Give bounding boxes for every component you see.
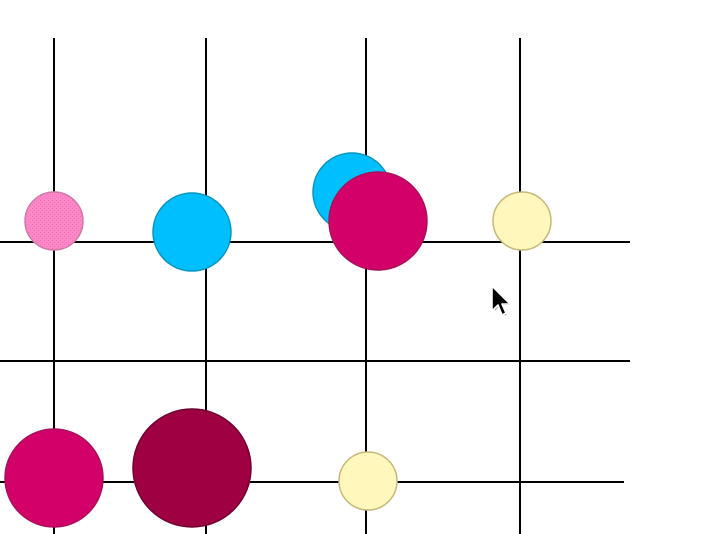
- piece-crimson-xlarge[interactable]: [132, 408, 252, 528]
- piece-magenta-large[interactable]: [328, 171, 428, 271]
- grid-lines: [0, 38, 630, 534]
- piece-magenta-large[interactable]: [4, 428, 104, 528]
- piece-cream-small[interactable]: [492, 191, 552, 251]
- piece-cyan-medium[interactable]: [152, 192, 232, 272]
- piece-cream-small[interactable]: [338, 451, 398, 511]
- pieces: [4, 152, 552, 528]
- piece-pink-small[interactable]: [24, 191, 84, 251]
- arrow-pointer-icon: [491, 285, 513, 318]
